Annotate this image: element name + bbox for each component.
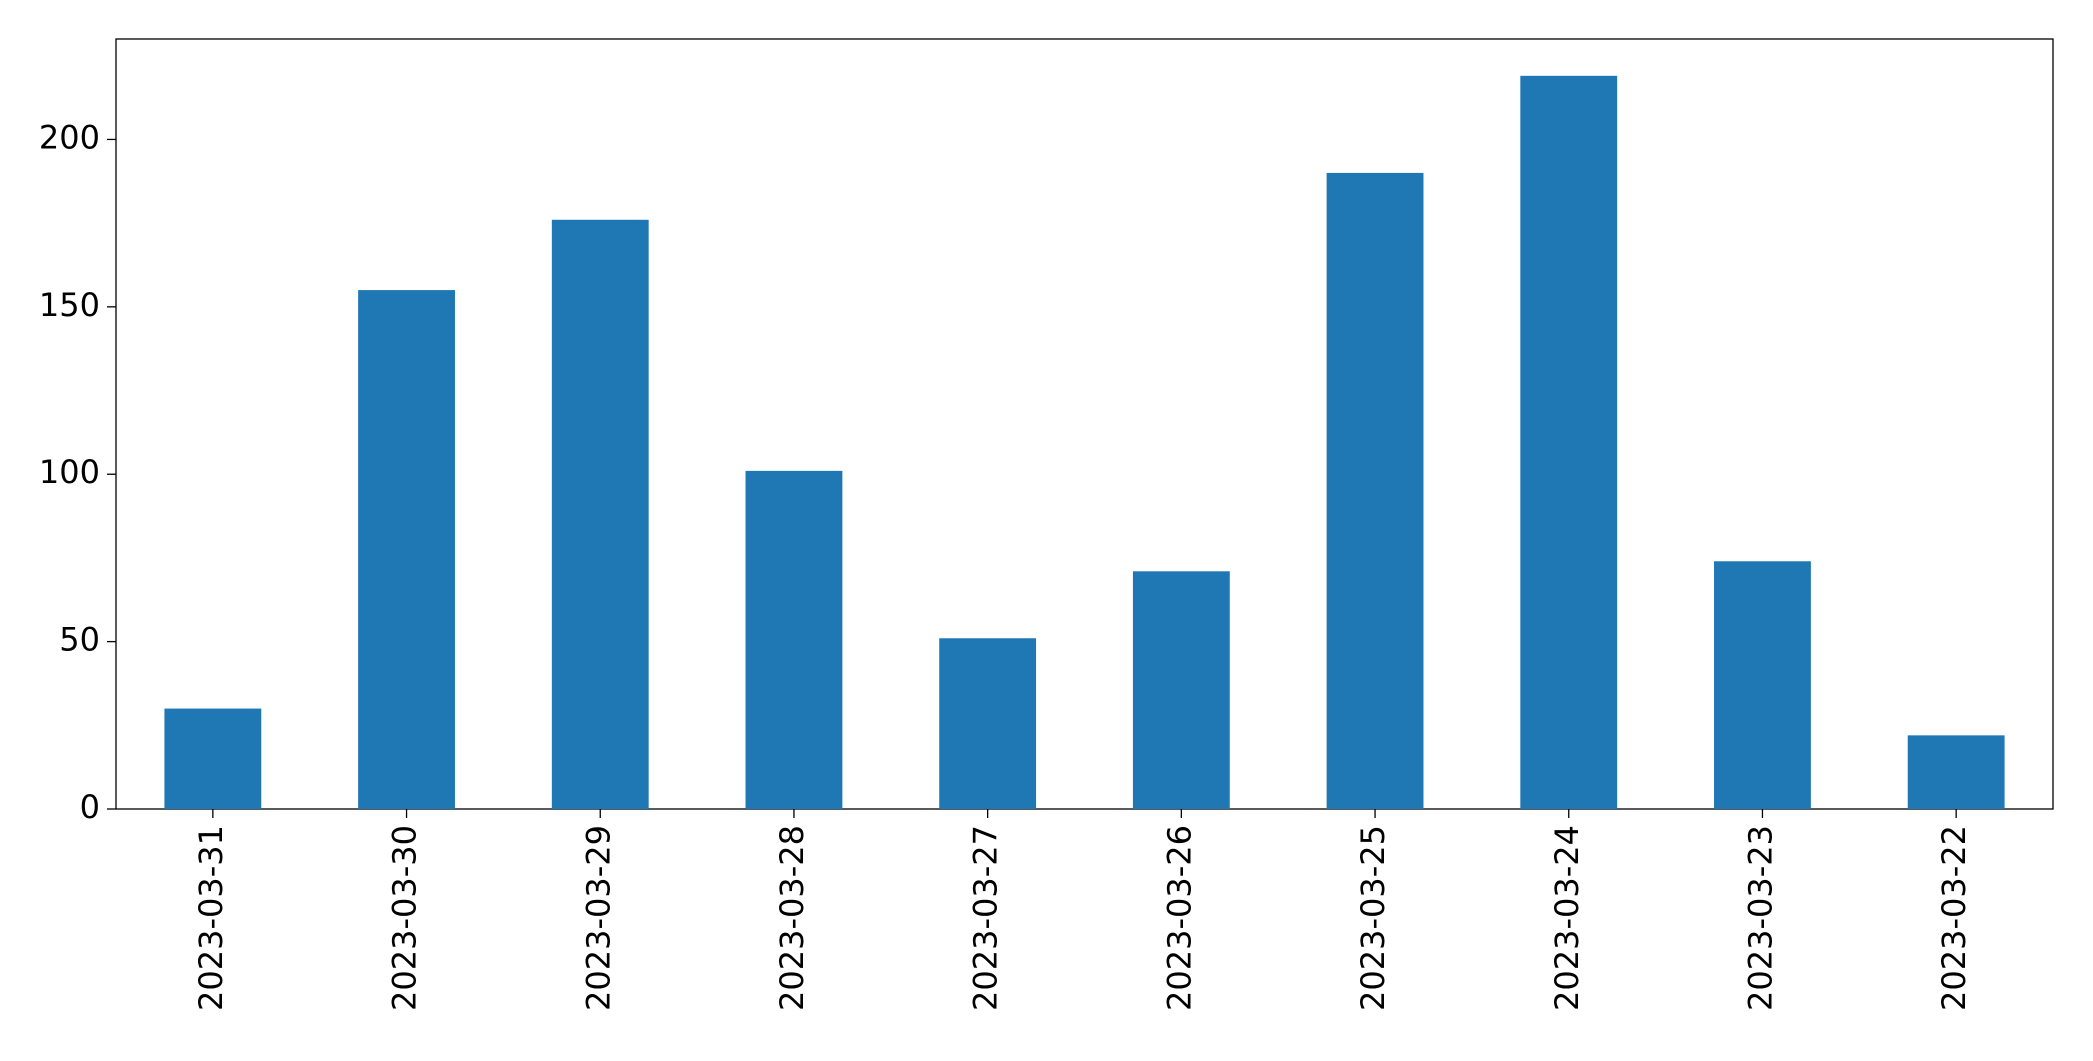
x-tick-label: 2023-03-27 bbox=[967, 825, 1005, 1011]
x-tick-label: 2023-03-31 bbox=[192, 825, 230, 1011]
bar bbox=[745, 470, 843, 809]
x-tick-label: 2023-03-30 bbox=[386, 825, 424, 1011]
x-tick-label: 2023-03-23 bbox=[1741, 825, 1779, 1011]
bar bbox=[1520, 75, 1618, 809]
x-tick-label: 2023-03-22 bbox=[1935, 825, 1973, 1011]
bar bbox=[358, 290, 455, 810]
x-tick-label: 2023-03-25 bbox=[1354, 825, 1392, 1011]
x-tick-label: 2023-03-28 bbox=[773, 825, 811, 1011]
y-tick-label: 100 bbox=[39, 453, 100, 491]
bar bbox=[1714, 561, 1811, 809]
x-tick-label: 2023-03-29 bbox=[579, 825, 617, 1011]
plot-frame bbox=[115, 38, 2054, 810]
bar bbox=[1907, 735, 2005, 809]
y-tick-label: 50 bbox=[59, 621, 100, 659]
y-tick-label: 0 bbox=[80, 788, 100, 826]
x-tick-label: 2023-03-26 bbox=[1160, 825, 1198, 1011]
bar bbox=[1132, 571, 1230, 809]
bar bbox=[551, 219, 649, 810]
x-tick-label: 2023-03-24 bbox=[1548, 825, 1586, 1011]
y-tick-label: 200 bbox=[39, 118, 100, 156]
bar bbox=[164, 708, 262, 809]
y-tick-label: 150 bbox=[39, 286, 100, 324]
bar bbox=[1326, 172, 1424, 810]
bar bbox=[939, 638, 1037, 809]
